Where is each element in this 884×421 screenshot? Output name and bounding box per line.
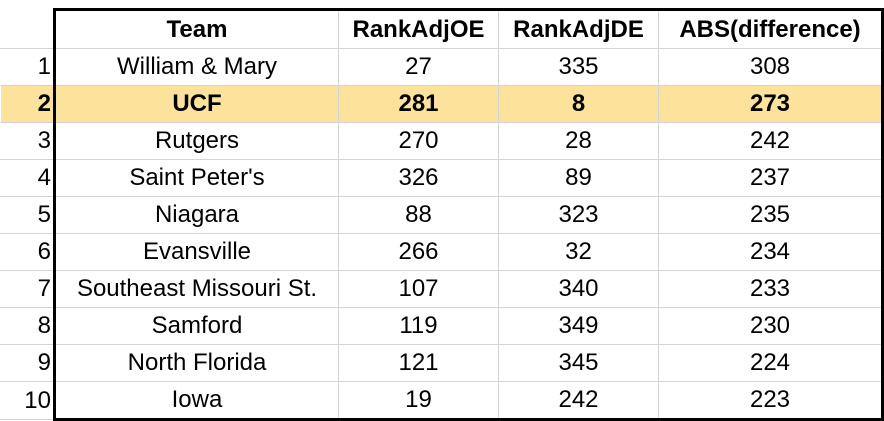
row-index-cell[interactable]: 1 — [0, 48, 55, 86]
team-cell[interactable]: William & Mary — [53, 48, 339, 86]
table-row: 8 Samford 119 349 230 — [0, 307, 884, 345]
rankadjoe-cell[interactable]: 19 — [338, 381, 499, 421]
table-row: 9 North Florida 121 345 224 — [0, 344, 884, 382]
header-index-cell[interactable] — [0, 9, 55, 49]
team-cell[interactable]: Iowa — [53, 381, 339, 421]
abs-difference-cell[interactable]: 235 — [658, 196, 884, 234]
rankadjde-cell[interactable]: 8 — [498, 85, 659, 123]
abs-difference-cell[interactable]: 273 — [658, 85, 884, 123]
rankadjde-cell[interactable]: 345 — [498, 344, 659, 382]
abs-difference-cell[interactable]: 237 — [658, 159, 884, 197]
rankadjoe-cell[interactable]: 121 — [338, 344, 499, 382]
row-index-cell[interactable]: 3 — [0, 122, 55, 160]
rankadjde-cell[interactable]: 242 — [498, 381, 659, 421]
rankadjoe-cell[interactable]: 326 — [338, 159, 499, 197]
team-cell[interactable]: Evansville — [53, 233, 339, 271]
row-index-cell[interactable]: 6 — [0, 233, 55, 271]
team-cell[interactable]: North Florida — [53, 344, 339, 382]
table-row: 6 Evansville 266 32 234 — [0, 233, 884, 271]
table-row: 2 UCF 281 8 273 — [0, 85, 884, 123]
abs-difference-cell[interactable]: 230 — [658, 307, 884, 345]
table-row: 4 Saint Peter's 326 89 237 — [0, 159, 884, 197]
spreadsheet: Team RankAdjOE RankAdjDE ABS(difference)… — [0, 8, 884, 421]
abs-difference-cell[interactable]: 223 — [658, 381, 884, 421]
abs-difference-cell[interactable]: 308 — [658, 48, 884, 86]
table-row: 5 Niagara 88 323 235 — [0, 196, 884, 234]
table-row: 10 Iowa 19 242 223 — [0, 381, 884, 421]
rankadjde-cell[interactable]: 340 — [498, 270, 659, 308]
rankadjoe-cell[interactable]: 27 — [338, 48, 499, 86]
team-cell[interactable]: Samford — [53, 307, 339, 345]
rankadjoe-cell[interactable]: 107 — [338, 270, 499, 308]
rankings-table: Team RankAdjOE RankAdjDE ABS(difference)… — [0, 8, 884, 421]
rankadjoe-cell[interactable]: 270 — [338, 122, 499, 160]
table-row: 7 Southeast Missouri St. 107 340 233 — [0, 270, 884, 308]
row-index-cell[interactable]: 8 — [0, 307, 55, 345]
header-row: Team RankAdjOE RankAdjDE ABS(difference) — [0, 8, 884, 49]
rankadjde-cell[interactable]: 89 — [498, 159, 659, 197]
rankadjoe-cell[interactable]: 266 — [338, 233, 499, 271]
row-index-cell[interactable]: 7 — [0, 270, 55, 308]
abs-difference-cell[interactable]: 242 — [658, 122, 884, 160]
rankadjoe-cell[interactable]: 119 — [338, 307, 499, 345]
rankadjoe-cell[interactable]: 88 — [338, 196, 499, 234]
header-team[interactable]: Team — [53, 8, 339, 49]
header-rankadjoe[interactable]: RankAdjOE — [338, 8, 499, 49]
team-cell[interactable]: Southeast Missouri St. — [53, 270, 339, 308]
row-index-cell[interactable]: 9 — [0, 344, 55, 382]
rankadjde-cell[interactable]: 323 — [498, 196, 659, 234]
team-cell[interactable]: Niagara — [53, 196, 339, 234]
table-row: 1 William & Mary 27 335 308 — [0, 48, 884, 86]
rankadjde-cell[interactable]: 32 — [498, 233, 659, 271]
abs-difference-cell[interactable]: 224 — [658, 344, 884, 382]
rankadjoe-cell[interactable]: 281 — [338, 85, 499, 123]
header-rankadjde[interactable]: RankAdjDE — [498, 8, 659, 49]
rankadjde-cell[interactable]: 349 — [498, 307, 659, 345]
rankadjde-cell[interactable]: 335 — [498, 48, 659, 86]
table-row: 3 Rutgers 270 28 242 — [0, 122, 884, 160]
row-index-cell[interactable]: 10 — [0, 381, 55, 420]
rankadjde-cell[interactable]: 28 — [498, 122, 659, 160]
header-abs-difference[interactable]: ABS(difference) — [658, 8, 884, 49]
team-cell[interactable]: Saint Peter's — [53, 159, 339, 197]
row-index-cell[interactable]: 2 — [0, 85, 55, 123]
abs-difference-cell[interactable]: 234 — [658, 233, 884, 271]
row-index-cell[interactable]: 5 — [0, 196, 55, 234]
team-cell[interactable]: Rutgers — [53, 122, 339, 160]
row-index-cell[interactable]: 4 — [0, 159, 55, 197]
abs-difference-cell[interactable]: 233 — [658, 270, 884, 308]
team-cell[interactable]: UCF — [53, 85, 339, 123]
